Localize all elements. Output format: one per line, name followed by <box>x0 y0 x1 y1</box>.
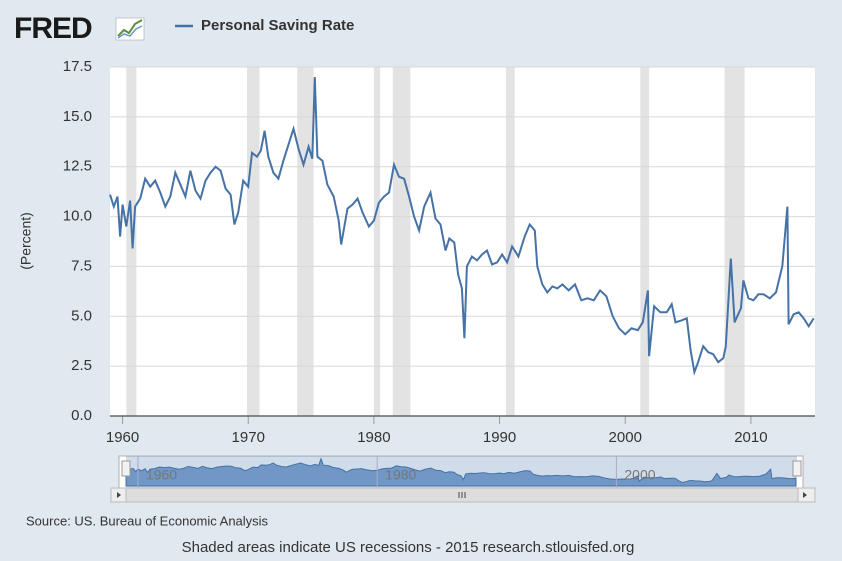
recession-band <box>246 67 260 416</box>
x-tick-label: 1960 <box>106 429 139 446</box>
x-tick-label: 1980 <box>357 429 390 446</box>
recession-band <box>505 67 515 416</box>
navigator-tick-label: 1960 <box>146 467 177 483</box>
x-tick-label: 2010 <box>734 429 767 446</box>
y-axis-label: (Percent) <box>18 212 34 270</box>
navigator-area <box>125 457 797 487</box>
y-tick-label: 5.0 <box>71 307 92 324</box>
y-tick-label: 0.0 <box>71 407 92 424</box>
y-tick-label: 2.5 <box>71 357 92 374</box>
y-tick-label: 17.5 <box>63 58 92 75</box>
navigator-handle <box>792 460 802 477</box>
y-tick-label: 10.0 <box>63 208 92 225</box>
series-line <box>109 76 815 376</box>
recession-band <box>373 67 381 416</box>
y-tick-label: 7.5 <box>71 257 92 274</box>
recession-band <box>297 67 314 416</box>
plot-area <box>110 67 815 416</box>
navigator-tick-label: 2000 <box>624 467 655 483</box>
legend-label: Personal Saving Rate <box>201 17 354 34</box>
x-tick-label: 1990 <box>483 429 516 446</box>
source: Source: US. Bureau of Economic Analysis <box>26 513 269 528</box>
recession-band <box>392 67 411 416</box>
y-tick-label: 15.0 <box>63 108 92 125</box>
navigator-tick-label: 1980 <box>385 467 416 483</box>
recession-band <box>724 67 745 416</box>
navigator-mask <box>126 456 797 488</box>
navigator-handle <box>121 460 131 477</box>
y-tick-label: 12.5 <box>63 158 92 175</box>
x-tick-label: 2000 <box>609 429 642 446</box>
logo: FRED <box>14 12 92 45</box>
recession-band <box>640 67 650 416</box>
navigator: 1960 1980 2000 <box>118 455 804 489</box>
x-tick-label: 1970 <box>232 429 265 446</box>
footer: Shaded areas indicate US recessions - 20… <box>182 539 635 556</box>
scrollbar <box>110 487 816 503</box>
logo-icon <box>115 17 145 41</box>
